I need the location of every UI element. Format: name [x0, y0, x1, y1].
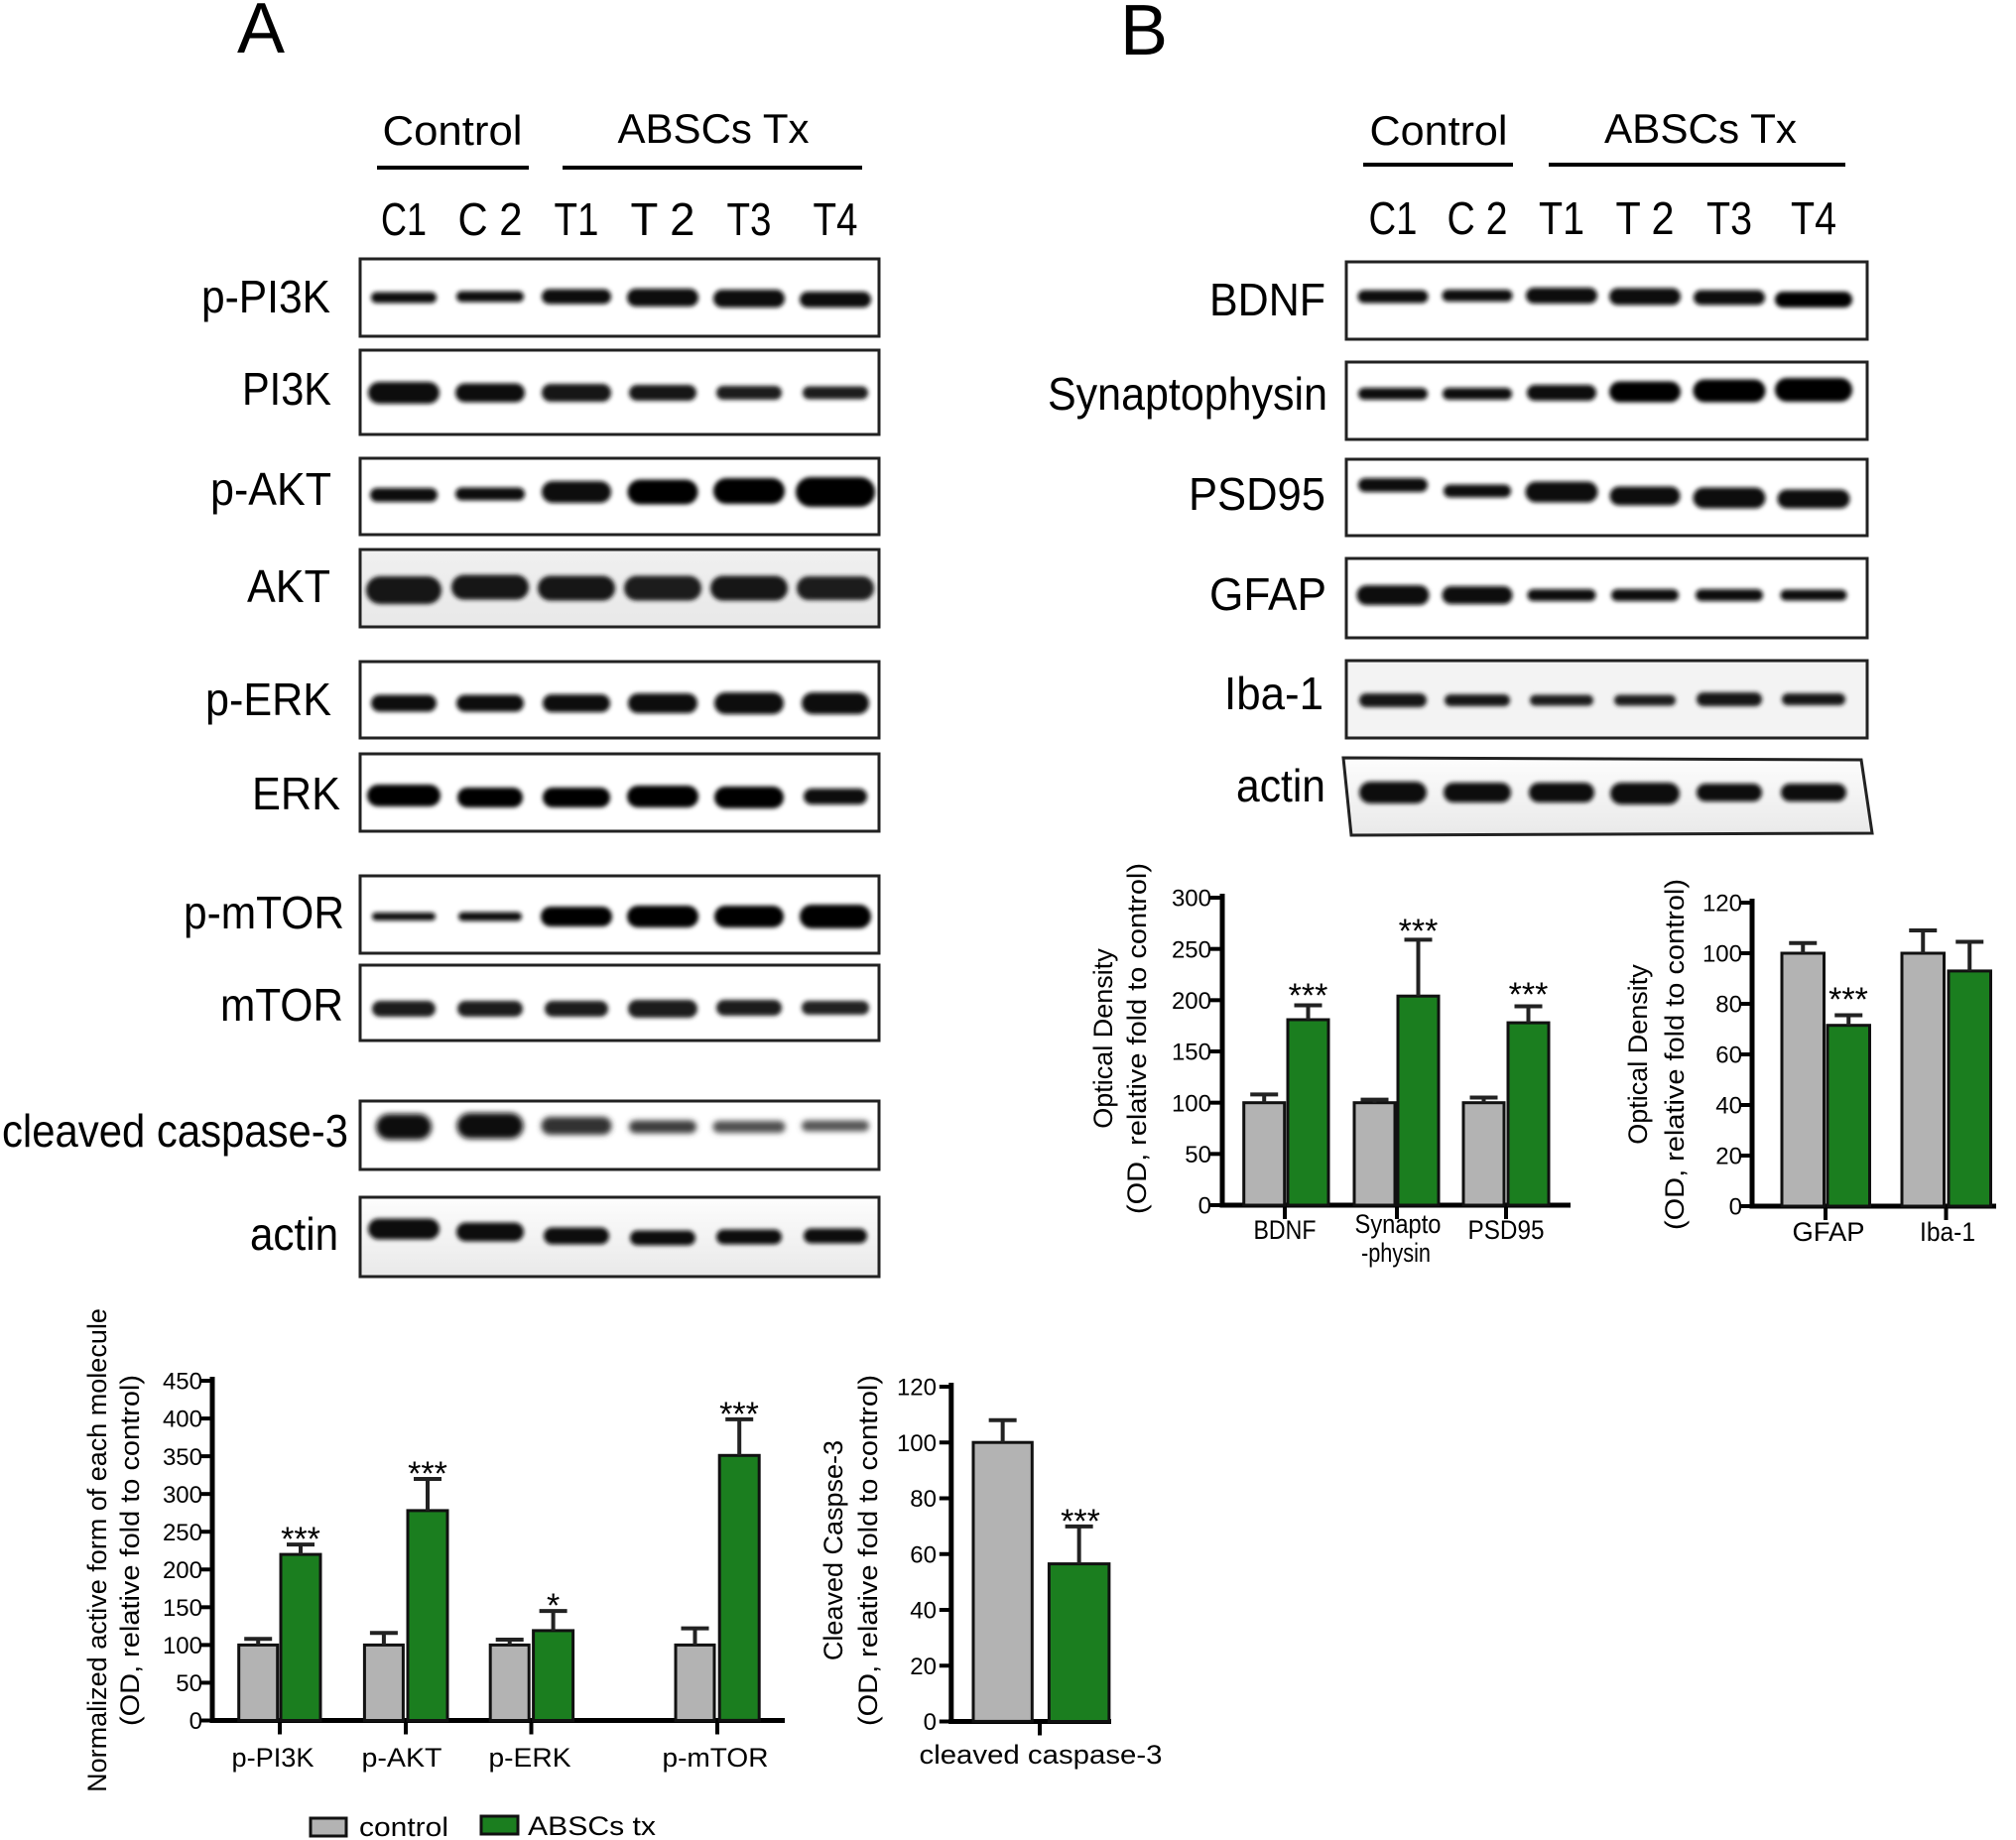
- svg-text:C 2: C 2: [458, 193, 523, 245]
- svg-text:Synapto: Synapto: [1355, 1209, 1442, 1239]
- svg-text:120: 120: [1702, 891, 1742, 918]
- svg-text:***: ***: [1061, 1503, 1100, 1540]
- svg-text:Control: Control: [383, 107, 523, 154]
- svg-text:T 2: T 2: [631, 193, 695, 245]
- svg-text:300: 300: [1172, 886, 1211, 913]
- svg-text:p-PI3K: p-PI3K: [201, 271, 330, 322]
- svg-text:***: ***: [1289, 977, 1328, 1015]
- svg-text:350: 350: [163, 1444, 202, 1471]
- svg-text:T3: T3: [1706, 192, 1752, 244]
- svg-text:*: *: [547, 1587, 560, 1625]
- svg-text:100: 100: [163, 1633, 202, 1659]
- svg-text:PI3K: PI3K: [242, 363, 331, 415]
- svg-text:80: 80: [1715, 992, 1742, 1019]
- svg-text:0: 0: [924, 1709, 937, 1736]
- svg-text:p-AKT: p-AKT: [362, 1743, 442, 1773]
- svg-text:40: 40: [910, 1598, 937, 1625]
- svg-text:AKT: AKT: [247, 560, 330, 612]
- svg-text:400: 400: [163, 1407, 202, 1433]
- svg-text:Synaptophysin: Synaptophysin: [1048, 368, 1327, 420]
- svg-text:p-ERK: p-ERK: [205, 674, 331, 725]
- svg-text:0: 0: [1729, 1194, 1742, 1221]
- svg-text:B: B: [1120, 0, 1168, 70]
- svg-text:-physin: -physin: [1361, 1238, 1431, 1268]
- svg-text:T 2: T 2: [1616, 192, 1675, 244]
- svg-text:actin: actin: [1236, 760, 1325, 811]
- svg-text:cleaved caspase-3: cleaved caspase-3: [920, 1740, 1163, 1770]
- svg-text:Cleaved Caspse-3: Cleaved Caspse-3: [819, 1440, 848, 1660]
- svg-text:BDNF: BDNF: [1209, 274, 1325, 325]
- svg-text:100: 100: [1702, 941, 1742, 968]
- svg-text:100: 100: [897, 1430, 937, 1457]
- svg-text:p-mTOR: p-mTOR: [184, 887, 344, 938]
- svg-text:50: 50: [1185, 1142, 1211, 1168]
- svg-text:PSD95: PSD95: [1189, 468, 1325, 520]
- svg-text:C 2: C 2: [1448, 192, 1508, 244]
- svg-text:***: ***: [719, 1396, 759, 1433]
- svg-text:Optical Density: Optical Density: [1623, 964, 1653, 1145]
- svg-text:A: A: [237, 0, 285, 68]
- svg-text:0: 0: [1198, 1193, 1211, 1220]
- svg-text:p-PI3K: p-PI3K: [232, 1743, 315, 1773]
- svg-text:(OD, relative fold to control): (OD, relative fold to control): [853, 1375, 883, 1726]
- svg-text:C1: C1: [381, 193, 427, 245]
- svg-text:40: 40: [1715, 1093, 1742, 1120]
- svg-text:Control: Control: [1370, 107, 1508, 154]
- svg-text:250: 250: [1172, 936, 1211, 963]
- svg-text:PSD95: PSD95: [1468, 1215, 1545, 1245]
- svg-text:actin: actin: [250, 1208, 338, 1260]
- svg-text:300: 300: [163, 1482, 202, 1509]
- svg-text:p-ERK: p-ERK: [489, 1743, 571, 1773]
- svg-text:150: 150: [1172, 1040, 1211, 1066]
- svg-text:T4: T4: [1791, 192, 1836, 244]
- svg-text:200: 200: [1172, 988, 1211, 1015]
- svg-text:100: 100: [1172, 1090, 1211, 1117]
- svg-text:20: 20: [910, 1654, 937, 1680]
- svg-text:***: ***: [408, 1455, 447, 1493]
- svg-text:Normalized active form of each: Normalized active form of each molecule: [82, 1308, 112, 1792]
- svg-text:mTOR: mTOR: [220, 979, 343, 1031]
- svg-text:BDNF: BDNF: [1254, 1215, 1317, 1245]
- svg-text:(OD, relative fold to control): (OD, relative fold to control): [1660, 879, 1690, 1230]
- svg-text:ERK: ERK: [252, 768, 340, 819]
- svg-text:150: 150: [163, 1595, 202, 1622]
- svg-text:C1: C1: [1369, 192, 1418, 244]
- svg-text:T1: T1: [1539, 192, 1584, 244]
- svg-text:200: 200: [163, 1557, 202, 1584]
- svg-text:GFAP: GFAP: [1209, 568, 1326, 620]
- svg-text:GFAP: GFAP: [1793, 1217, 1865, 1247]
- svg-text:60: 60: [1715, 1043, 1742, 1069]
- svg-text:(OD, relative fold to control): (OD, relative fold to control): [115, 1375, 145, 1726]
- svg-text:T3: T3: [727, 193, 772, 245]
- svg-text:(OD, relative fold to control): (OD, relative fold to control): [1122, 863, 1152, 1214]
- svg-text:0: 0: [189, 1708, 202, 1735]
- svg-text:Optical Density: Optical Density: [1088, 948, 1118, 1129]
- svg-text:ABSCs Tx: ABSCs Tx: [618, 105, 810, 152]
- svg-text:80: 80: [910, 1486, 937, 1513]
- svg-text:p-mTOR: p-mTOR: [663, 1743, 769, 1773]
- svg-text:cleaved caspase-3: cleaved caspase-3: [2, 1105, 348, 1157]
- svg-text:control: control: [359, 1812, 448, 1840]
- svg-text:***: ***: [1399, 913, 1439, 950]
- svg-text:ABSCs Tx: ABSCs Tx: [1604, 105, 1797, 152]
- svg-text:250: 250: [163, 1520, 202, 1546]
- svg-text:Iba-1: Iba-1: [1224, 668, 1323, 719]
- svg-text:50: 50: [176, 1670, 202, 1697]
- svg-text:***: ***: [281, 1521, 320, 1558]
- svg-text:20: 20: [1715, 1144, 1742, 1170]
- svg-text:T1: T1: [555, 193, 599, 245]
- svg-text:***: ***: [1828, 981, 1868, 1019]
- svg-text:120: 120: [897, 1375, 937, 1402]
- svg-text:p-AKT: p-AKT: [210, 463, 331, 515]
- svg-text:T4: T4: [814, 193, 858, 245]
- svg-text:ABSCs tx: ABSCs tx: [528, 1811, 657, 1840]
- svg-text:450: 450: [163, 1369, 202, 1396]
- svg-text:***: ***: [1509, 976, 1549, 1014]
- svg-text:60: 60: [910, 1541, 937, 1568]
- svg-text:Iba-1: Iba-1: [1920, 1217, 1975, 1247]
